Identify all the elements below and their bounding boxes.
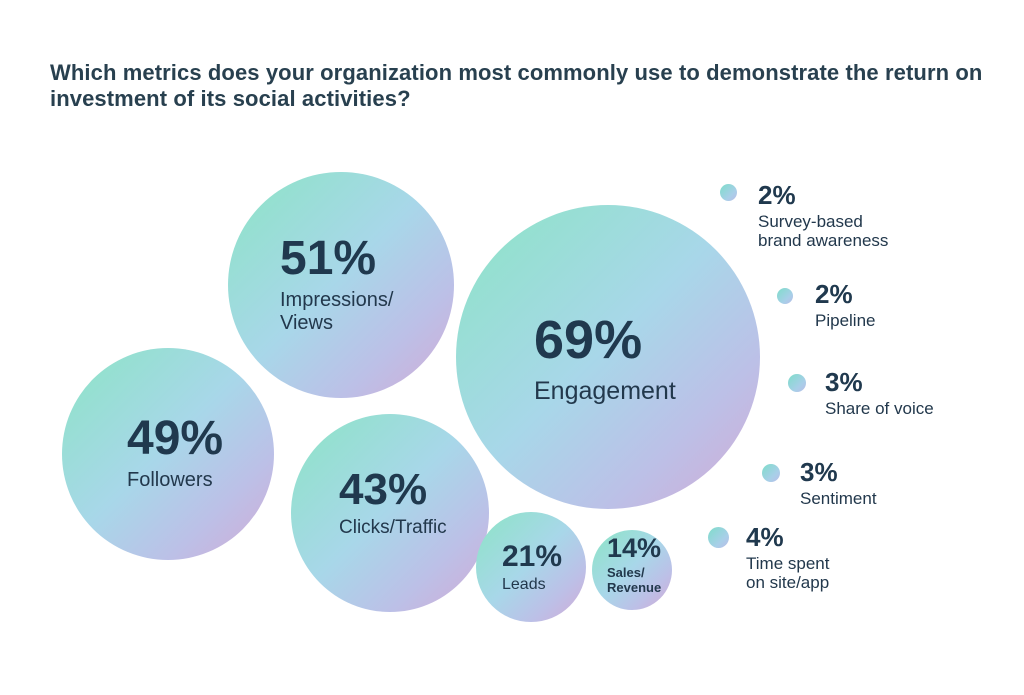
annotation-pipeline: 2% Pipeline [815, 280, 876, 330]
percent-value: 51% [280, 232, 377, 285]
mini-bubble-time-spent [708, 527, 729, 548]
bubble-leads-text: 21% Leads [502, 541, 562, 594]
metric-label: Pipeline [815, 310, 876, 330]
metric-label: Time spent on site/app [746, 553, 830, 593]
annotation-time-spent: 4% Time spent on site/app [746, 523, 829, 593]
annotation-sentiment: 3% Sentiment [800, 458, 877, 508]
bubble-sales-text: 14% Sales/ Revenue [607, 533, 662, 596]
metric-label: Followers [127, 469, 213, 492]
percent-value: 2% [815, 279, 853, 309]
metric-label: Share of voice [825, 398, 934, 418]
bubble-followers-text: 49% Followers [127, 412, 224, 492]
bubble-clicks-traffic: 43% Clicks/Traffic [291, 414, 489, 612]
percent-value: 14% [607, 533, 662, 563]
metric-label: Sentiment [800, 488, 877, 508]
metric-label: Impressions/ Views [280, 289, 394, 335]
bubble-impressions-views: 51% Impressions/ Views [228, 172, 454, 398]
annotation-share-of-voice: 3% Share of voice [825, 368, 934, 418]
annotation-survey-brand-awareness: 2% Survey-based brand awareness [758, 181, 888, 251]
chart-title: Which metrics does your organization mos… [50, 60, 983, 111]
percent-value: 3% [800, 457, 838, 487]
bubble-leads: 21% Leads [476, 512, 586, 622]
bubble-sales-revenue: 14% Sales/ Revenue [592, 530, 672, 610]
mini-bubble-survey-brand-awareness [720, 184, 737, 201]
metric-label: Survey-based brand awareness [758, 211, 889, 251]
percent-value: 21% [502, 540, 563, 573]
percent-value: 4% [746, 522, 784, 552]
percent-value: 49% [127, 412, 224, 465]
percent-value: 2% [758, 180, 796, 210]
bubble-engagement: 69% Engagement [456, 205, 760, 509]
bubble-clicks-text: 43% Clicks/Traffic [339, 465, 447, 539]
metric-label: Engagement [534, 376, 676, 405]
mini-bubble-share-of-voice [788, 374, 806, 392]
percent-value: 69% [534, 310, 643, 370]
bubble-engagement-text: 69% Engagement [534, 312, 676, 406]
mini-bubble-pipeline [777, 288, 793, 304]
metric-label: Sales/ Revenue [607, 565, 662, 596]
metric-label: Clicks/Traffic [339, 517, 447, 539]
bubble-impressions-text: 51% Impressions/ Views [280, 232, 394, 335]
percent-value: 3% [825, 367, 863, 397]
bubble-followers: 49% Followers [62, 348, 274, 560]
metric-label: Leads [502, 575, 546, 593]
mini-bubble-sentiment [762, 464, 780, 482]
percent-value: 43% [339, 465, 428, 514]
